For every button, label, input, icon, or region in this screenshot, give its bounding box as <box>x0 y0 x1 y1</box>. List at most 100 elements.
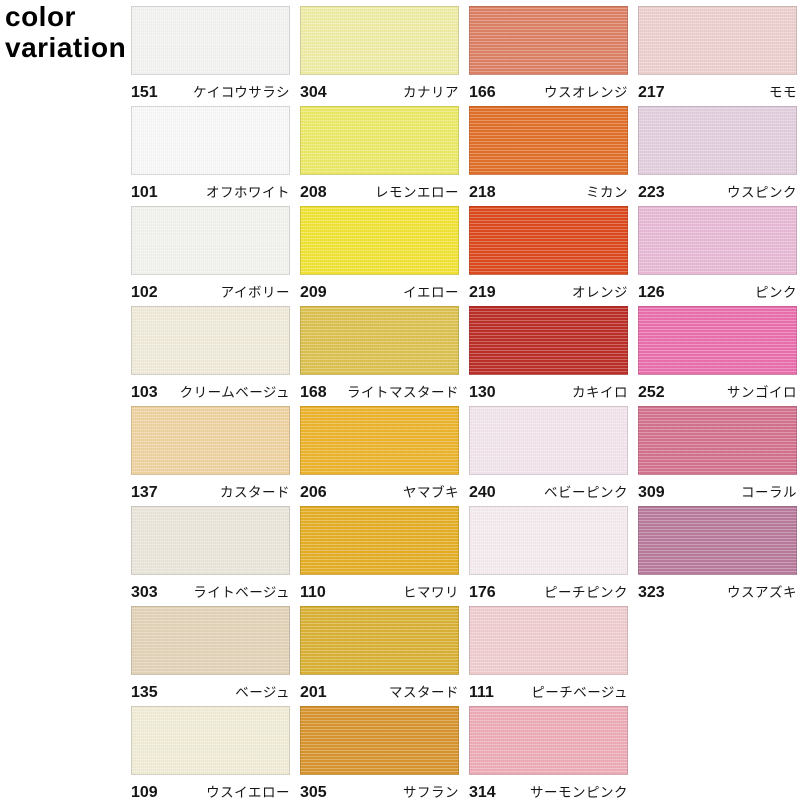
swatch-name: ヤマブキ <box>403 485 459 501</box>
swatch-cell: 102 アイボリー <box>131 206 290 306</box>
fabric-swatch <box>638 206 797 275</box>
swatch-cell: 323 ウスアズキ <box>638 506 797 606</box>
swatch-cell: 303 ライトベージュ <box>131 506 290 606</box>
swatch-name: コーラル <box>741 485 797 501</box>
swatch-code: 201 <box>300 684 327 701</box>
swatch-name: ライトベージュ <box>193 585 290 601</box>
fabric-swatch <box>469 206 628 275</box>
swatch-name: カキイロ <box>572 385 628 401</box>
fabric-swatch <box>300 606 459 675</box>
swatch-cell: 208 レモンエロー <box>300 106 459 206</box>
swatch-name: レモンエロー <box>375 185 459 201</box>
swatch-label: 201 マスタード <box>300 681 459 702</box>
swatch-cell: 314 サーモンピンク <box>469 706 628 800</box>
fabric-swatch <box>300 306 459 375</box>
swatch-code: 103 <box>131 384 158 401</box>
fabric-swatch <box>300 106 459 175</box>
fabric-swatch <box>131 6 290 75</box>
swatch-code: 137 <box>131 484 158 501</box>
swatch-cell: 135 ベージュ <box>131 606 290 706</box>
swatch-cell: 166 ウスオレンジ <box>469 6 628 106</box>
swatch-code: 305 <box>300 784 327 800</box>
swatch-label: 323 ウスアズキ <box>638 581 797 602</box>
swatch-label: 223 ウスピンク <box>638 181 797 202</box>
swatch-name: ベビーピンク <box>544 485 628 501</box>
swatch-label: 309 コーラル <box>638 481 797 502</box>
swatch-code: 240 <box>469 484 496 501</box>
fabric-swatch <box>300 6 459 75</box>
swatch-name: ウスオレンジ <box>544 85 628 101</box>
fabric-swatch <box>638 406 797 475</box>
fabric-swatch <box>469 606 628 675</box>
fabric-swatch <box>469 6 628 75</box>
fabric-swatch <box>638 6 797 75</box>
swatch-label: 166 ウスオレンジ <box>469 81 628 102</box>
swatch-label: 101 オフホワイト <box>131 181 290 202</box>
swatch-name: ベージュ <box>235 685 290 701</box>
swatch-code: 111 <box>469 684 494 701</box>
fabric-swatch <box>469 706 628 775</box>
swatch-label: 102 アイボリー <box>131 281 290 302</box>
swatch-name: ピンク <box>755 285 797 301</box>
fabric-swatch <box>131 706 290 775</box>
swatch-cell: 201 マスタード <box>300 606 459 706</box>
swatch-name: ピーチベージュ <box>531 685 628 701</box>
fabric-swatch <box>638 306 797 375</box>
swatch-code: 223 <box>638 184 665 201</box>
swatch-label: 103 クリームベージュ <box>131 381 290 402</box>
fabric-swatch <box>469 406 628 475</box>
swatch-name: オレンジ <box>572 285 628 301</box>
swatch-label: 137 カスタード <box>131 481 290 502</box>
swatch-name: カナリア <box>403 85 459 101</box>
swatch-name: ウスイエロー <box>206 785 290 800</box>
swatch-label: 109 ウスイエロー <box>131 781 290 800</box>
swatch-code: 168 <box>300 384 327 401</box>
swatch-name: カスタード <box>220 485 290 501</box>
swatch-code: 130 <box>469 384 496 401</box>
swatch-label: 206 ヤマブキ <box>300 481 459 502</box>
swatch-code: 304 <box>300 84 327 101</box>
swatch-cell: 101 オフホワイト <box>131 106 290 206</box>
swatch-cell: 218 ミカン <box>469 106 628 206</box>
fabric-swatch <box>300 506 459 575</box>
swatch-code: 206 <box>300 484 327 501</box>
swatch-name: モモ <box>769 85 797 101</box>
fabric-swatch <box>300 206 459 275</box>
swatch-label: 135 ベージュ <box>131 681 290 702</box>
swatch-cell: 219 オレンジ <box>469 206 628 306</box>
page-title-line1: color <box>5 1 76 32</box>
swatch-grid: 151 ケイコウサラシ 304 カナリア 166 ウスオレンジ 217 モモ 101 オフホワイト… <box>131 6 797 800</box>
swatch-code: 110 <box>300 584 326 601</box>
swatch-cell: 223 ウスピンク <box>638 106 797 206</box>
swatch-cell: 309 コーラル <box>638 406 797 506</box>
fabric-swatch <box>131 506 290 575</box>
empty-cell <box>638 606 797 706</box>
fabric-swatch <box>638 106 797 175</box>
swatch-name: イエロー <box>403 285 459 301</box>
swatch-name: ウスピンク <box>727 185 797 201</box>
swatch-label: 110 ヒマワリ <box>300 581 459 602</box>
fabric-swatch <box>469 506 628 575</box>
swatch-label: 305 サフラン <box>300 781 459 800</box>
swatch-code: 218 <box>469 184 496 201</box>
swatch-label: 209 イエロー <box>300 281 459 302</box>
swatch-label: 130 カキイロ <box>469 381 628 402</box>
fabric-swatch <box>131 206 290 275</box>
swatch-name: ライトマスタード <box>347 385 459 401</box>
swatch-code: 309 <box>638 484 665 501</box>
swatch-name: アイボリー <box>220 285 290 301</box>
swatch-name: サンゴイロ <box>727 385 797 401</box>
swatch-cell: 240 ベビーピンク <box>469 406 628 506</box>
fabric-swatch <box>131 306 290 375</box>
swatch-code: 217 <box>638 84 665 101</box>
swatch-code: 314 <box>469 784 496 800</box>
swatch-label: 240 ベビーピンク <box>469 481 628 502</box>
swatch-label: 219 オレンジ <box>469 281 628 302</box>
swatch-name: ミカン <box>586 185 628 201</box>
swatch-cell: 130 カキイロ <box>469 306 628 406</box>
swatch-code: 135 <box>131 684 158 701</box>
swatch-name: クリームベージュ <box>179 385 290 401</box>
swatch-code: 209 <box>300 284 327 301</box>
swatch-code: 323 <box>638 584 665 601</box>
